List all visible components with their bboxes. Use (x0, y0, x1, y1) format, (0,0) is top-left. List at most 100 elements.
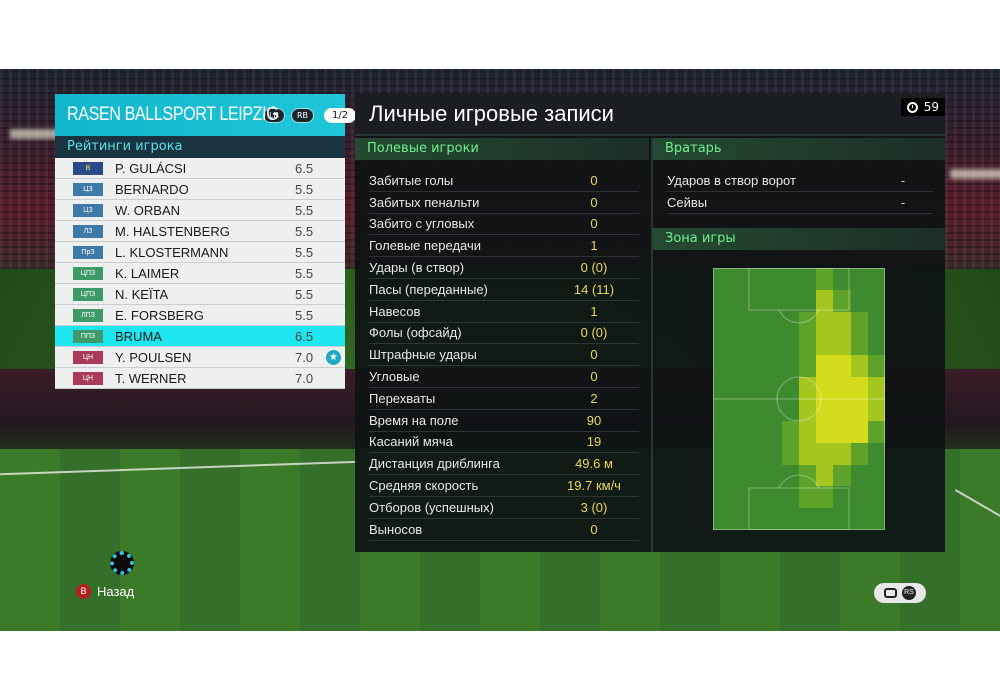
heatmap-cell (747, 399, 765, 421)
heatmap-cell (850, 355, 868, 378)
heatmap-cell (730, 333, 748, 356)
heatmap-cell (816, 377, 834, 399)
stat-row: Фолы (офсайд) 0 (0) (369, 323, 639, 345)
controls-hint[interactable]: RS (874, 583, 926, 603)
heatmap-cell (730, 311, 748, 334)
heatmap-cell (730, 486, 748, 509)
heatmap-cell (816, 355, 834, 378)
back-label: Назад (97, 584, 135, 599)
player-name: L. KLOSTERMANN (115, 244, 229, 260)
heatmap-cell (713, 268, 731, 290)
stat-row: Навесов 1 (369, 301, 639, 323)
stat-label: Забито с угловых (369, 216, 475, 232)
stat-value: 1 (590, 238, 598, 254)
position-badge: ЛЗ (73, 224, 103, 238)
player-rating: 5.5 (295, 307, 314, 323)
heatmap-cell (816, 464, 834, 487)
heatmap-cell (799, 442, 817, 465)
page-title: Личные игровые записи (369, 101, 614, 126)
heatmap-cell (867, 399, 885, 421)
stat-label: Штрафные удары (369, 347, 477, 363)
stat-value: 0 (590, 521, 598, 537)
player-row[interactable]: ЦН T. WERNER 7.0 (55, 368, 345, 389)
position-badge: ЦЗ (73, 203, 103, 217)
player-row[interactable]: ЦЗ W. ORBAN 5.5 (55, 200, 345, 221)
heatmap-cell (713, 486, 731, 509)
stat-row: Средняя скорость 19.7 км/ч (369, 475, 639, 497)
player-row[interactable]: ЦПЗ K. LAIMER 5.5 (55, 263, 345, 284)
stat-value: 0 (590, 369, 598, 385)
back-button[interactable]: B Назад (76, 584, 134, 599)
player-name: K. LAIMER (115, 265, 180, 281)
stat-value: 14 (11) (573, 281, 615, 297)
heatmap-cell (747, 289, 765, 312)
stat-value: 0 (590, 216, 598, 232)
team-name: RASEN BALLSPORT LEIPZIG (67, 104, 279, 125)
zone-heading: Зона игры (653, 228, 945, 250)
heatmap-cell (816, 399, 834, 421)
heatmap-cell (850, 333, 868, 356)
stat-label: Удары (в створ) (369, 260, 465, 276)
heatmap-cell (713, 311, 731, 334)
heatmap-cell (833, 377, 851, 399)
heatmap-cell (799, 289, 817, 312)
stat-label: Время на поле (369, 412, 459, 428)
stat-value: 3 (0) (580, 499, 608, 515)
heatmap-cell (833, 268, 851, 290)
stat-value: - (900, 173, 906, 188)
player-row[interactable]: ЛЗ M. HALSTENBERG 5.5 (55, 221, 345, 242)
player-row[interactable]: ПрЗ L. KLOSTERMANN 5.5 (55, 242, 345, 263)
star-icon: ★ (326, 350, 341, 365)
heatmap-cell (730, 464, 748, 487)
match-records-panel: Личные игровые записи 59 Полевые игроки … (355, 94, 945, 552)
stat-label: Голевые передачи (369, 238, 482, 254)
stat-label: Пасы (переданные) (369, 281, 488, 297)
heatmap-cell (867, 464, 885, 487)
player-name: BRUMA (115, 328, 162, 344)
heatmap-cell (799, 268, 817, 290)
player-list: В P. GULÁCSI 6.5 ЦЗ BERNARDO 5.5 ЦЗ W. ORBAN 5.5… (55, 158, 345, 389)
field-players-section: Полевые игроки Забитые голы 0 Забитых пена… (355, 138, 649, 541)
heatmap-cell (833, 311, 851, 334)
heatmap-cell (816, 508, 834, 530)
heatmap-cell (799, 399, 817, 421)
stat-row: Касаний мяча 19 (369, 432, 639, 454)
player-row[interactable]: В P. GULÁCSI 6.5 (55, 158, 345, 179)
heatmap-cell (816, 311, 834, 334)
heatmap-cell (867, 377, 885, 399)
player-row[interactable]: ППЗ BRUMA 6.5 (55, 326, 345, 347)
stat-value: 19.7 км/ч (567, 478, 621, 494)
player-row[interactable]: ЦЗ BERNARDO 5.5 (55, 179, 345, 200)
stat-row: Дистанция дриблинга 49.6 м (369, 453, 639, 476)
heatmap-cell (833, 442, 851, 465)
field-players-heading: Полевые игроки (355, 138, 649, 160)
player-name: E. FORSBERG (115, 307, 204, 323)
heatmap-cell (764, 311, 782, 334)
stat-value: 0 (590, 347, 598, 363)
stat-label: Фолы (офсайд) (369, 325, 462, 341)
stat-row: Пасы (переданные) 14 (11) (369, 279, 639, 301)
stat-row: Штрафные удары 0 (369, 344, 639, 367)
heatmap-cell (833, 333, 851, 356)
stat-value: 90 (586, 412, 602, 428)
player-row[interactable]: ЦН Y. POULSEN 7.0 ★ (55, 347, 345, 368)
chat-icon (884, 588, 897, 598)
heatmap-cell (799, 486, 817, 509)
team-tag-rb[interactable]: RB (290, 107, 314, 123)
heatmap-cell (747, 442, 765, 465)
stat-value: - (900, 195, 906, 210)
player-row[interactable]: ЦПЗ N. KEÏTA 5.5 (55, 284, 345, 305)
heatmap-cell (833, 420, 851, 443)
heatmap-cell (730, 508, 748, 530)
heatmap-cell (730, 355, 748, 378)
heatmap-cell (850, 442, 868, 465)
heatmap-cell (850, 399, 868, 421)
clock-icon (906, 101, 918, 113)
player-row[interactable]: ЛПЗ E. FORSBERG 5.5 (55, 305, 345, 326)
position-badge: В (73, 161, 103, 175)
heatmap-cell (781, 289, 799, 312)
heatmap-cell (867, 333, 885, 356)
team-tag-lb[interactable]: LB (263, 107, 285, 123)
player-rating: 6.5 (295, 328, 314, 344)
heatmap-cell (850, 311, 868, 334)
